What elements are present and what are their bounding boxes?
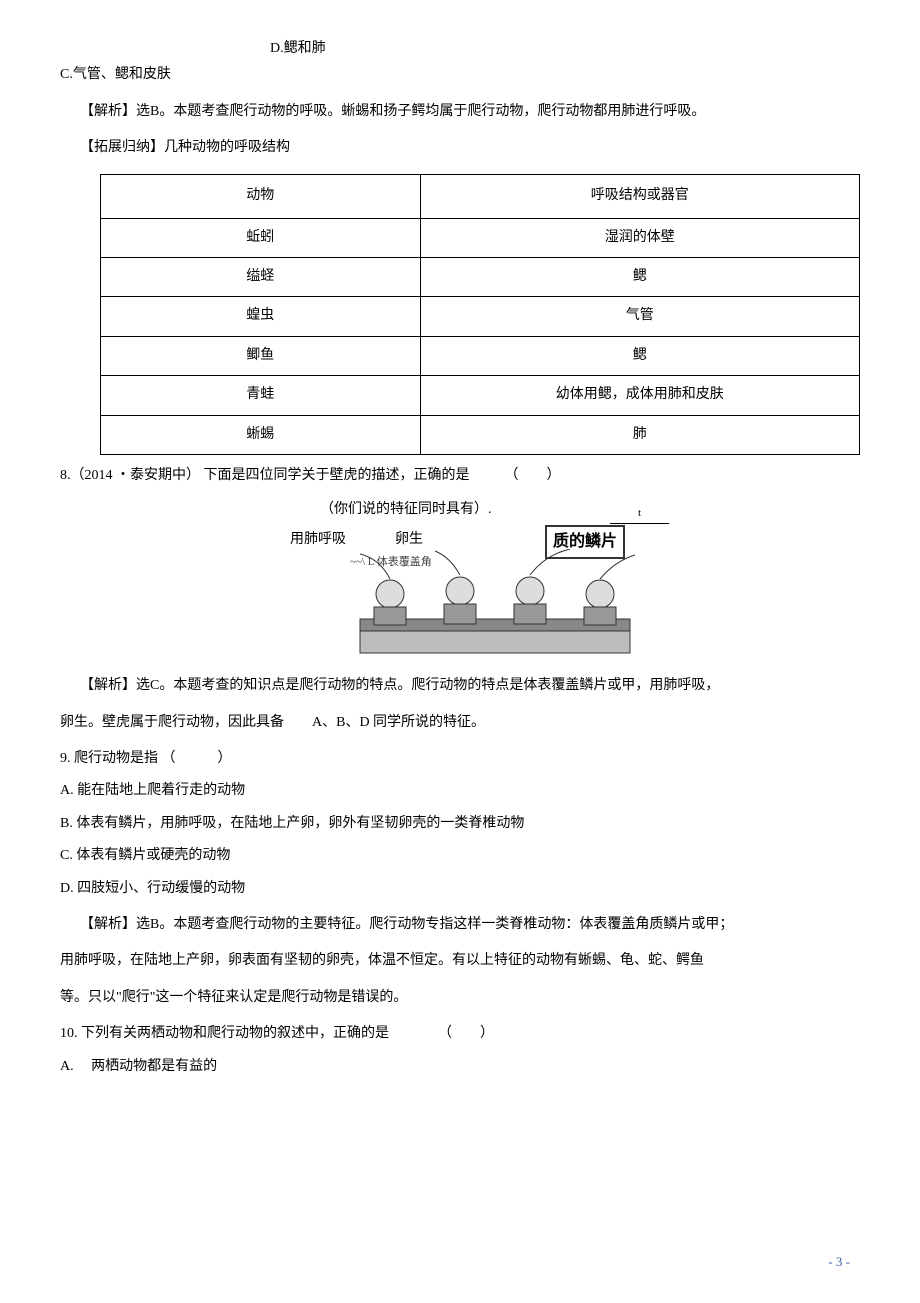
- q8-stem: 8.（2014 ・泰安期中） 下面是四位同学关于壁虎的描述，正确的是 （ ）: [60, 465, 860, 487]
- q9-analysis-l2: 用肺呼吸，在陆地上产卵，卵表面有坚韧的卵壳，体温不恒定。有以上特征的动物有蜥蜴、…: [60, 950, 860, 972]
- option-c: C.气管、鳃和皮肤: [60, 64, 171, 86]
- q8-analysis-l2: 卵生。壁虎属于爬行动物，因此具备 A、B、D 同学所说的特征。: [60, 712, 860, 734]
- q9-choice-c: C. 体表有鳞片或硬壳的动物: [60, 845, 860, 867]
- q8-analysis-l1: 【解析】选C。本题考查的知识点是爬行动物的特点。爬行动物的特点是体表覆盖鳞片或甲…: [80, 675, 860, 697]
- q9-choice-d: D. 四肢短小、行动缓慢的动物: [60, 878, 860, 900]
- q9-analysis-l1: 【解析】选B。本题考查爬行动物的主要特征。爬行动物专指这样一类脊椎动物：体表覆盖…: [80, 914, 860, 936]
- q9-stem: 9. 爬行动物是指 （ ）: [60, 748, 860, 770]
- q9-analysis-l3: 等。只以"爬行"这一个特征来认定是爬行动物是错误的。: [60, 987, 860, 1009]
- q9-choice-b: B. 体表有鳞片，用肺呼吸，在陆地上产卵，卵外有坚韧卵壳的一类脊椎动物: [60, 813, 860, 835]
- table-row: 鲫鱼鳃: [101, 336, 860, 375]
- table-row: 蜥蜴肺: [101, 415, 860, 454]
- th-animal: 动物: [101, 174, 421, 218]
- table-header-row: 动物 呼吸结构或器官: [101, 174, 860, 218]
- table-row: 缢蛏鳃: [101, 257, 860, 296]
- cell: 气管: [420, 297, 859, 336]
- q7-analysis: 【解析】选B。本题考查爬行动物的呼吸。蜥蜴和扬子鳄均属于爬行动物，爬行动物都用肺…: [80, 101, 860, 123]
- cell: 蝗虫: [101, 297, 421, 336]
- cell: 鳃: [420, 257, 859, 296]
- cell: 缢蛏: [101, 257, 421, 296]
- q9-choice-a: A. 能在陆地上爬着行走的动物: [60, 780, 860, 802]
- cell: 鳃: [420, 336, 859, 375]
- students-desk-icon: [330, 549, 660, 659]
- table-row: 蚯蚓湿润的体壁: [101, 218, 860, 257]
- table-row: 蝗虫气管: [101, 297, 860, 336]
- expand-title: 【拓展归纳】几种动物的呼吸结构: [80, 137, 860, 159]
- option-d: D.鳃和肺: [270, 38, 860, 60]
- cell: 蜥蜴: [101, 415, 421, 454]
- cell: 肺: [420, 415, 859, 454]
- cell: 蚯蚓: [101, 218, 421, 257]
- table-row: 青蛙幼体用鳃，成体用肺和皮肤: [101, 376, 860, 415]
- q8-illustration-wrap: （你们说的特征同时具有）. t 用肺呼吸 卵生 质的鳞片 ~~\ L 体表覆盖角: [60, 499, 860, 669]
- respiration-table: 动物 呼吸结构或器官 蚯蚓湿润的体壁 缢蛏鳃 蝗虫气管 鲫鱼鳃 青蛙幼体用鳃，成…: [100, 174, 860, 455]
- cell: 鲫鱼: [101, 336, 421, 375]
- cell: 幼体用鳃，成体用肺和皮肤: [420, 376, 859, 415]
- cell: 湿润的体壁: [420, 218, 859, 257]
- q10-stem: 10. 下列有关两栖动物和爬行动物的叙述中，正确的是 （ ）: [60, 1023, 860, 1045]
- cell: 青蛙: [101, 376, 421, 415]
- page-number: - 3 -: [828, 1252, 850, 1273]
- q10-choice-a: A. 两栖动物都是有益的: [60, 1056, 860, 1078]
- th-organ: 呼吸结构或器官: [420, 174, 859, 218]
- speech-top: （你们说的特征同时具有）.: [320, 499, 492, 521]
- underline-t: t: [610, 505, 669, 524]
